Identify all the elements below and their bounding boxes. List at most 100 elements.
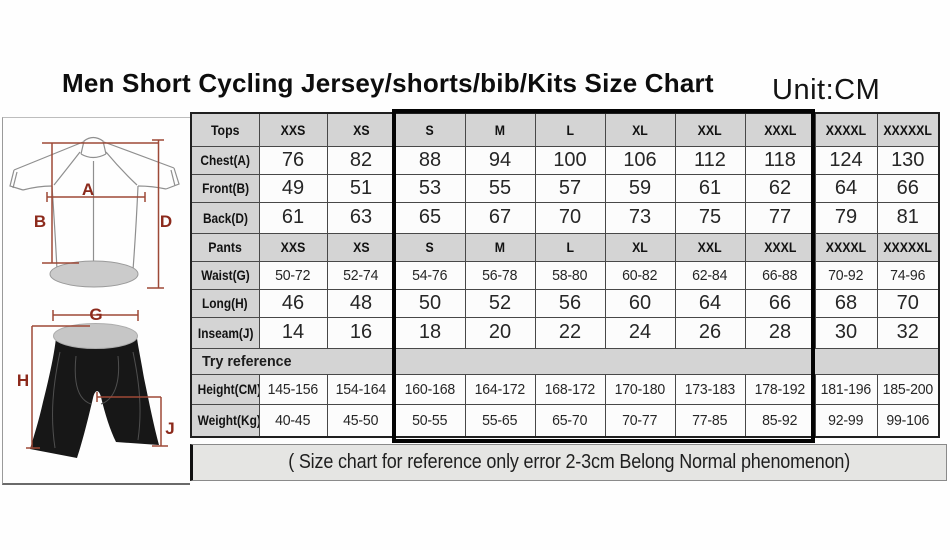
row-label: Height(CM): [190, 373, 260, 405]
value-cell: 130: [876, 145, 940, 175]
value-cell: 154-164: [326, 373, 396, 405]
value-cell: 46: [258, 288, 328, 318]
table-row: Front(B) 49 51 53 55 57 59 61 62 64 66: [190, 173, 940, 203]
measurement-label-back: D: [160, 212, 172, 231]
value-cell: 100: [534, 145, 606, 175]
size-header-cell: S: [394, 112, 466, 147]
value-cell: 65: [394, 201, 466, 234]
measurement-label-long: H: [17, 371, 29, 390]
value-cell: 145-156: [258, 373, 328, 405]
size-header-cell: XXS: [258, 112, 328, 147]
value-cell: 82: [326, 145, 396, 175]
value-cell: 178-192: [744, 373, 816, 405]
value-cell: 74-96: [876, 260, 940, 290]
row-label: Chest(A): [190, 145, 260, 175]
size-header-cell: XL: [604, 232, 676, 262]
row-label: Waist(G): [190, 260, 260, 290]
value-cell: 70: [876, 288, 940, 318]
size-header-cell: XXXXXL: [876, 232, 940, 262]
value-cell: 49: [258, 173, 328, 203]
shorts-illustration: G H J: [17, 305, 175, 458]
value-cell: 58-80: [534, 260, 606, 290]
value-cell: 50-72: [258, 260, 328, 290]
value-cell: 26: [674, 316, 746, 349]
value-cell: 118: [744, 145, 816, 175]
table-row: Chest(A) 76 82 88 94 100 106 112 118 124 130: [190, 145, 940, 175]
value-cell: 55: [464, 173, 536, 203]
size-header-cell: XXL: [674, 232, 746, 262]
value-cell: 66: [744, 288, 816, 318]
value-cell: 106: [604, 145, 676, 175]
value-cell: 99-106: [876, 403, 940, 438]
section-header-label: Pants: [190, 232, 260, 262]
value-cell: 70-77: [604, 403, 676, 438]
value-cell: 70: [534, 201, 606, 234]
size-header-cell: S: [394, 232, 466, 262]
value-cell: 70-92: [814, 260, 878, 290]
size-table: Tops XXS XS S M L XL XXL XXXL XXXXL XXXXXL Chest(A)…: [190, 112, 940, 438]
value-cell: 18: [394, 316, 466, 349]
size-header-cell: XXXXL: [814, 232, 878, 262]
value-cell: 40-45: [258, 403, 328, 438]
value-cell: 170-180: [604, 373, 676, 405]
value-cell: 67: [464, 201, 536, 234]
value-cell: 73: [604, 201, 676, 234]
row-label: Front(B): [190, 173, 260, 203]
note-text: ( Size chart for reference only error 2-…: [288, 451, 851, 473]
value-cell: 48: [326, 288, 396, 318]
value-cell: 20: [464, 316, 536, 349]
section-header-label: Tops: [190, 112, 260, 147]
page-title: Men Short Cycling Jersey/shorts/bib/Kits…: [62, 68, 714, 98]
table-row: Inseam(J) 14 16 18 20 22 24 26 28 30 32: [190, 316, 940, 349]
value-cell: 54-76: [394, 260, 466, 290]
value-cell: 75: [674, 201, 746, 234]
value-cell: 77: [744, 201, 816, 234]
value-cell: 85-92: [744, 403, 816, 438]
value-cell: 66-88: [744, 260, 816, 290]
row-label: Inseam(J): [190, 316, 260, 349]
size-header-cell: XXS: [258, 232, 328, 262]
size-header-cell: M: [464, 232, 536, 262]
measurement-label-inseam: J: [165, 419, 174, 438]
value-cell: 76: [258, 145, 328, 175]
size-header-cell: XXXXL: [814, 112, 878, 147]
jersey-illustration: A B D: [9, 136, 180, 289]
table-row: Try reference: [190, 347, 940, 375]
value-cell: 66: [876, 173, 940, 203]
value-cell: 173-183: [674, 373, 746, 405]
value-cell: 14: [258, 316, 328, 349]
value-cell: 63: [326, 201, 396, 234]
value-cell: 62-84: [674, 260, 746, 290]
size-header-cell: XS: [326, 232, 396, 262]
size-header-cell: XXXXXL: [876, 112, 940, 147]
table-row: Waist(G) 50-72 52-74 54-76 56-78 58-80 60-82 62…: [190, 260, 940, 290]
value-cell: 53: [394, 173, 466, 203]
value-cell: 64: [814, 173, 878, 203]
row-label: Long(H): [190, 288, 260, 318]
value-cell: 160-168: [394, 373, 466, 405]
value-cell: 92-99: [814, 403, 878, 438]
value-cell: 61: [258, 201, 328, 234]
value-cell: 56: [534, 288, 606, 318]
value-cell: 24: [604, 316, 676, 349]
value-cell: 50-55: [394, 403, 466, 438]
value-cell: 59: [604, 173, 676, 203]
value-cell: 168-172: [534, 373, 606, 405]
value-cell: 51: [326, 173, 396, 203]
table-row: Tops XXS XS S M L XL XXL XXXL XXXXL XXXXXL: [190, 112, 940, 147]
measurement-label-front: B: [34, 212, 46, 231]
table-row: Long(H) 46 48 50 52 56 60 64 66 68 70: [190, 288, 940, 318]
size-header-cell: L: [534, 112, 606, 147]
value-cell: 64: [674, 288, 746, 318]
value-cell: 94: [464, 145, 536, 175]
size-header-cell: L: [534, 232, 606, 262]
table-row: Height(CM) 145-156 154-164 160-168 164-172 16…: [190, 373, 940, 405]
value-cell: 185-200: [876, 373, 940, 405]
size-header-cell: XXL: [674, 112, 746, 147]
row-label: Back(D): [190, 201, 260, 234]
value-cell: 45-50: [326, 403, 396, 438]
value-cell: 81: [876, 201, 940, 234]
value-cell: 28: [744, 316, 816, 349]
value-cell: 60: [604, 288, 676, 318]
